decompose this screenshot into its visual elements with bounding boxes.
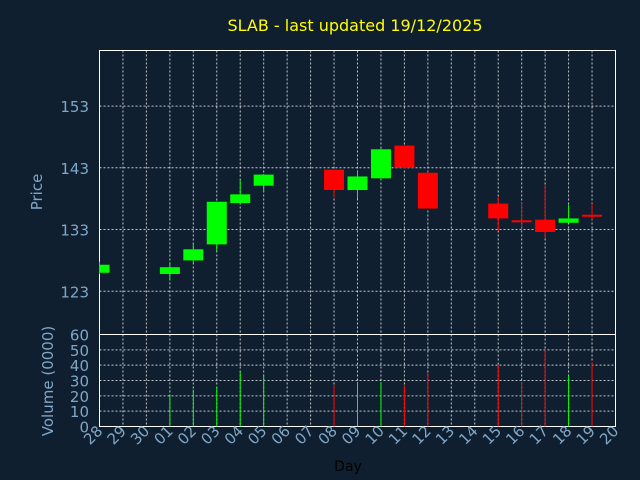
candle-09 [347,170,368,199]
candle-body [582,214,603,217]
volume-y-tick-label: 40 [70,357,89,375]
candle-19 [582,203,603,220]
candle-body [488,203,509,219]
price-y-tick-label: 143 [60,160,89,178]
price-y-tick-label: 153 [60,98,89,116]
price-y-tick-label: 133 [60,222,89,240]
candle-15 [488,196,509,231]
candle-02 [183,242,204,264]
candle-12 [417,171,438,209]
x-axis-label: Day [334,459,362,475]
candle-10 [370,147,391,180]
candle-body [394,145,415,168]
price-axis-label: Price [28,174,46,211]
volume-bars [169,349,593,427]
candle-body [99,264,110,273]
candle-28 [99,261,110,274]
candle-body [558,218,579,223]
volume-y-tick-label: 30 [70,373,89,391]
candle-body [324,169,345,191]
volume-y-tick-label: 50 [70,342,89,360]
candle-body [253,174,274,186]
candle-17 [535,185,556,239]
candle-04 [230,180,251,205]
candle-body [370,149,391,179]
chart-title: SLAB - last updated 19/12/2025 [227,16,482,35]
candle-03 [206,201,227,251]
x-tick-labels: 2829300102030405060708091011121314151617… [80,422,622,448]
volume-y-tick-label: 10 [70,403,89,421]
candle-05 [253,173,274,192]
volume-y-tick-label: 20 [70,388,89,406]
candle-body [159,267,180,274]
candle-body [183,249,204,261]
candle-body [417,172,438,209]
candle-body [206,201,227,245]
candle-01 [159,262,180,281]
candle-body [347,176,368,191]
candle-body [230,194,251,203]
candle-body [511,220,532,223]
candle-body [535,219,556,233]
volume-y-tick-label: 0 [79,419,89,437]
candle-18 [558,204,579,223]
price-grid [99,50,616,335]
candle-11 [394,145,415,169]
volume-y-tick-label: 60 [70,327,89,345]
candle-08 [324,169,345,198]
candlesticks [99,145,603,281]
volume-axis-label: Volume (0000) [39,326,57,436]
price-y-tick-labels: 123 133 143 153 [60,98,89,301]
candle-16 [511,202,532,228]
price-y-tick-label: 123 [60,283,89,301]
